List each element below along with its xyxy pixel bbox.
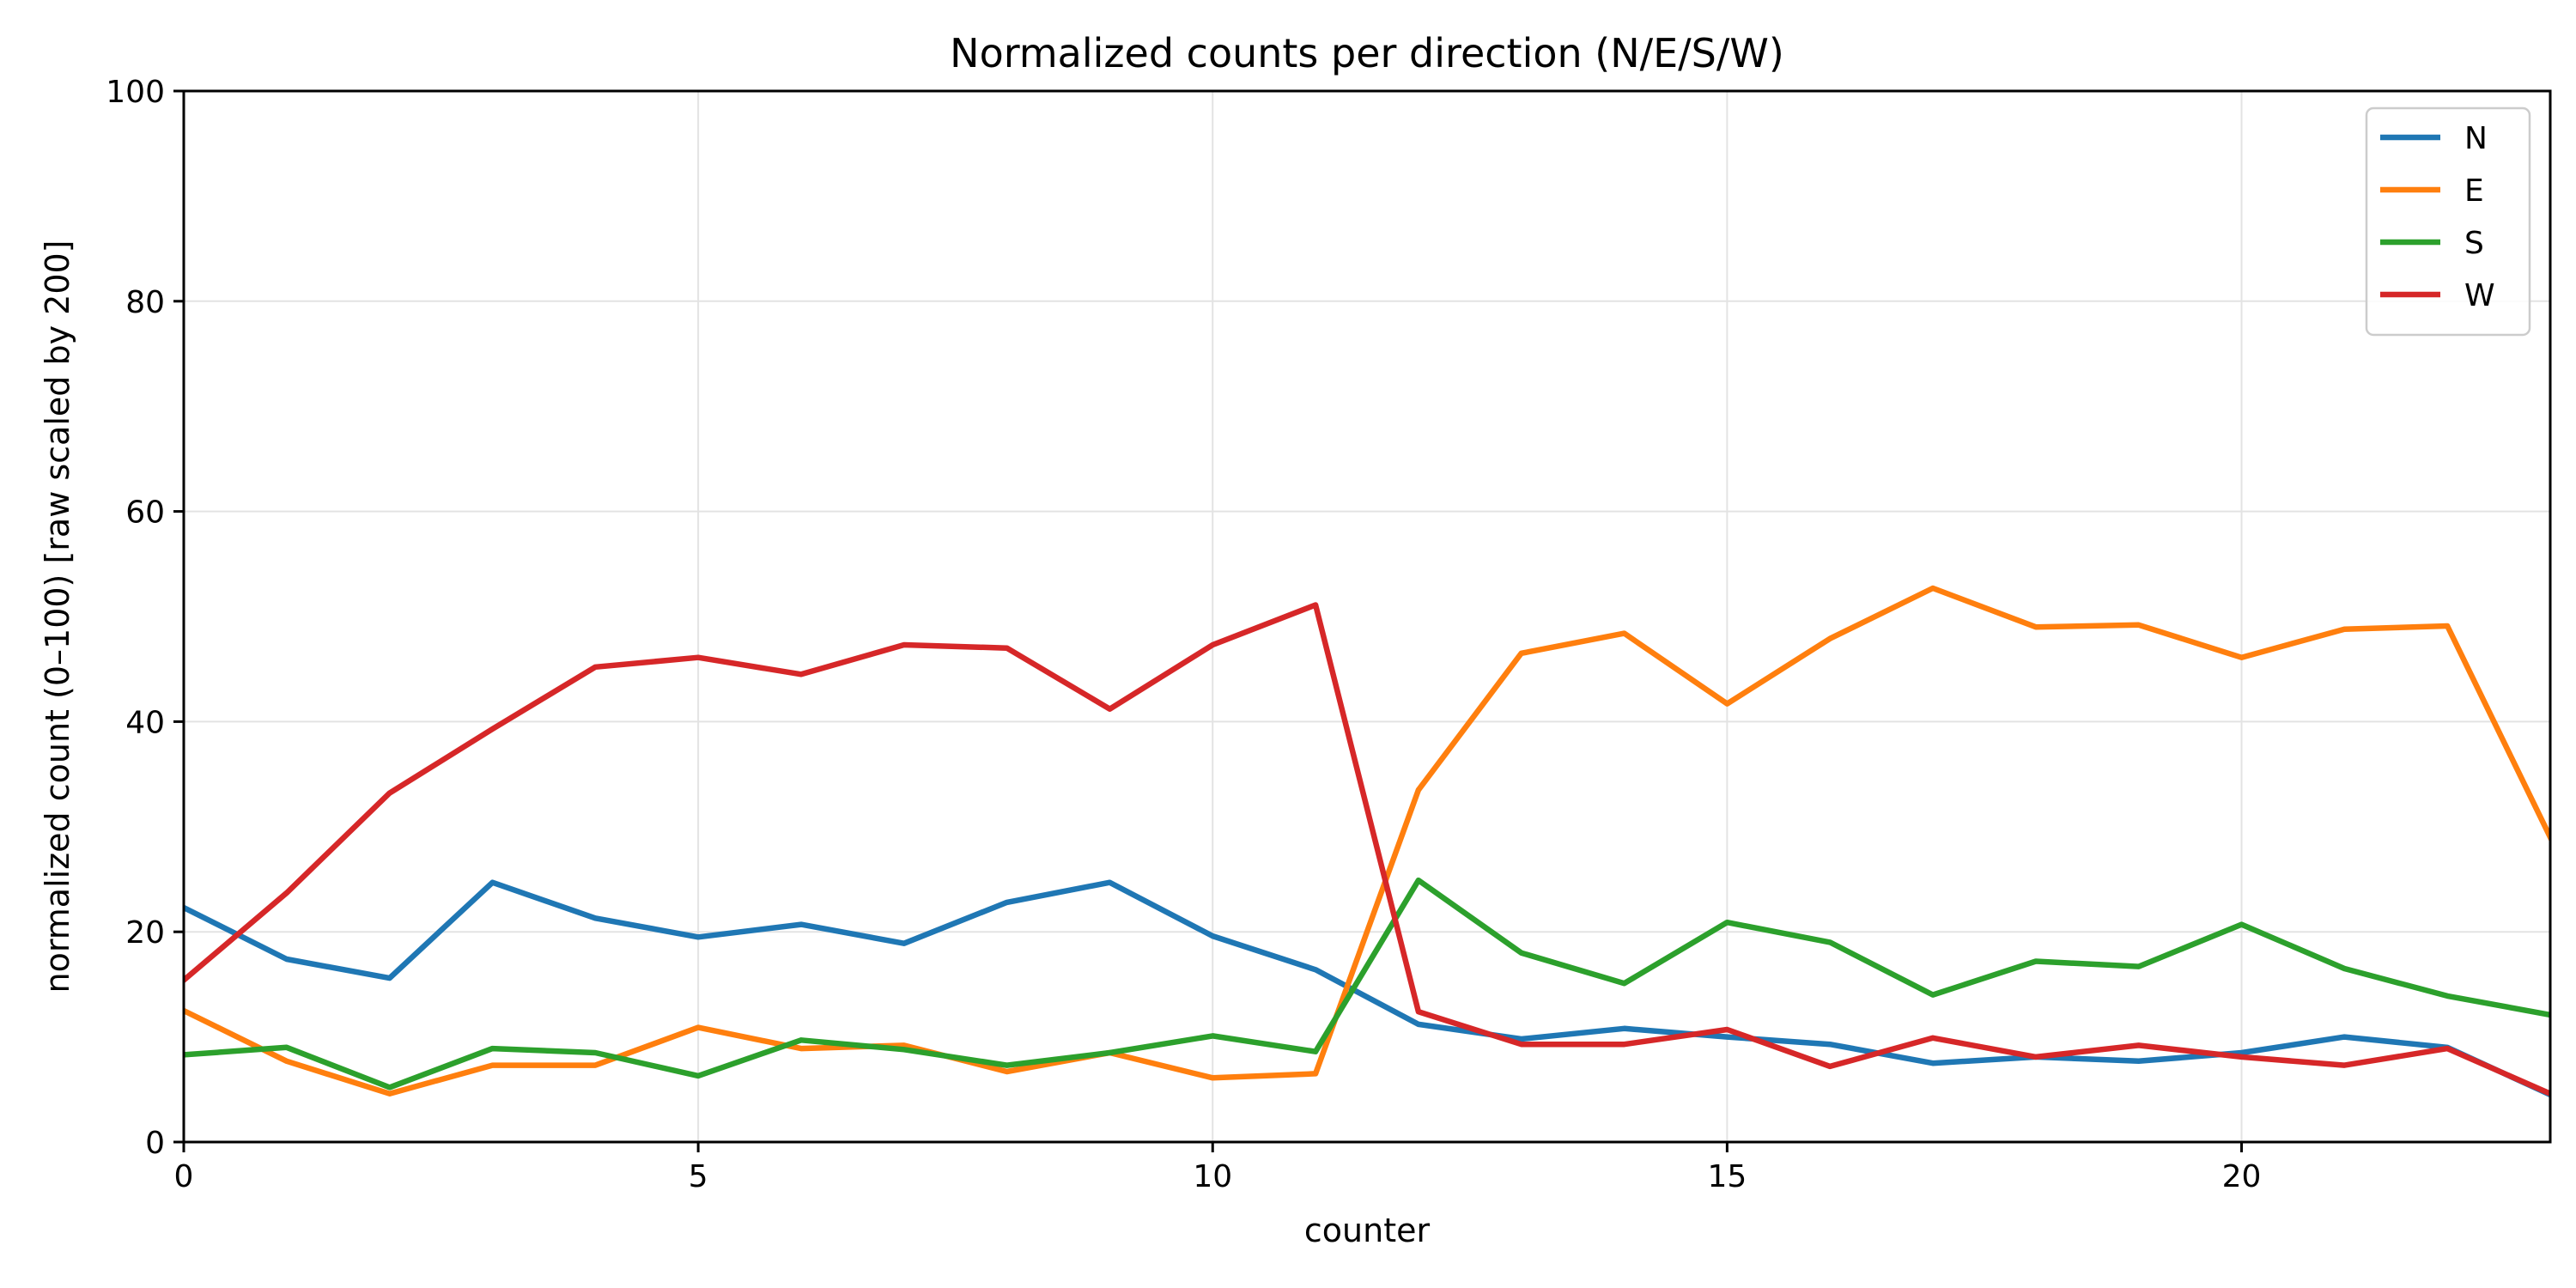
y-tick-label: 100 [106, 75, 165, 110]
y-tick-label: 80 [125, 285, 165, 320]
legend-label-n: N [2464, 121, 2488, 156]
x-tick-label: 5 [689, 1159, 708, 1194]
legend-label-e: E [2464, 173, 2484, 209]
series-lines [184, 585, 2550, 1098]
plot-frame [182, 89, 2552, 1144]
x-tick-label: 10 [1193, 1159, 1232, 1194]
y-tick-label: 0 [145, 1126, 165, 1161]
x-tick-label: 15 [1707, 1159, 1747, 1194]
y-axis-label: normalized count (0–100) [raw scaled by … [39, 240, 76, 993]
chart-title: Normalized counts per direction (N/E/S/W… [950, 30, 1784, 76]
series-line-e [184, 585, 2550, 1097]
x-tick-label: 0 [174, 1159, 194, 1194]
axis-ticks: 0 5 10 15 20 0 20 40 60 80 100 [106, 75, 2261, 1194]
y-tick-label: 20 [125, 915, 165, 951]
x-tick-label: 20 [2222, 1159, 2262, 1194]
y-tick-label: 40 [125, 705, 165, 740]
y-tick-label: 60 [125, 495, 165, 531]
series-line-w [184, 602, 2550, 1097]
legend-label-w: W [2464, 278, 2495, 313]
legend-label-s: S [2464, 226, 2484, 261]
series-line-n [184, 879, 2550, 1098]
legend-box [2365, 106, 2531, 337]
series-line-s [184, 877, 2550, 1091]
x-axis-label: counter [1304, 1212, 1431, 1249]
